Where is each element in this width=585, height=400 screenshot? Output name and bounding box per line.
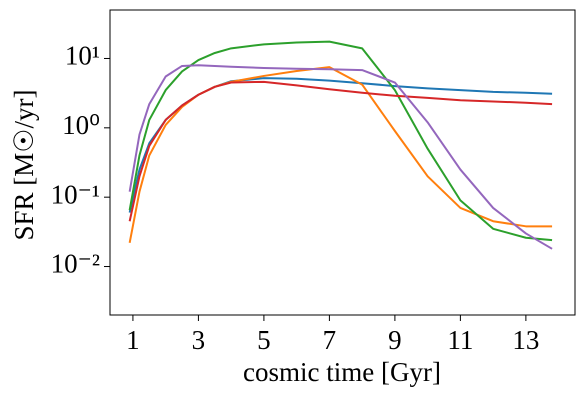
series-line xyxy=(128,66,553,243)
y-tick-label: 10⁻¹ xyxy=(51,179,100,209)
x-tick-label: 3 xyxy=(192,325,206,355)
x-tick-label: 7 xyxy=(323,325,337,355)
x-axis-label: cosmic time [Gyr] xyxy=(243,357,441,387)
series-line xyxy=(128,40,553,242)
plot-frame xyxy=(109,9,576,316)
y-tick-label: 10¹ xyxy=(65,41,100,71)
x-tick-label: 9 xyxy=(388,325,402,355)
y-tick-label: 10⁰ xyxy=(62,110,100,140)
x-tick-label: 11 xyxy=(447,325,473,355)
x-tick-label: 1 xyxy=(126,325,140,355)
y-axis-label: SFR [M☉/yr] xyxy=(9,90,39,241)
series-line xyxy=(128,64,553,250)
x-tick-label: 13 xyxy=(512,325,539,355)
series-line xyxy=(128,80,553,222)
x-tick-label: 5 xyxy=(257,325,271,355)
y-tick-label: 10⁻² xyxy=(51,249,100,279)
